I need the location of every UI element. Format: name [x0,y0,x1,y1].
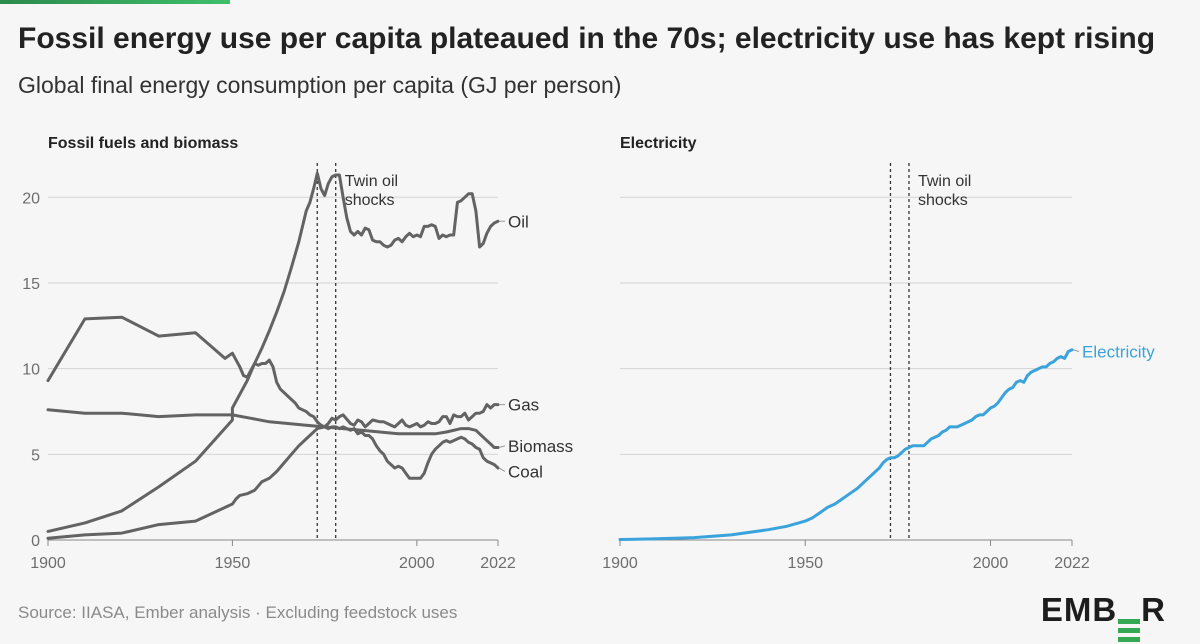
series-line-gas [46,403,500,540]
panel-title: Fossil fuels and biomass [48,135,238,152]
chart-panel-0: Fossil fuels and biomass 0 5 10 15 20 1900 1950… [22,135,573,572]
series-label-gas: Gas [508,396,539,415]
annotation-text: shocks [918,192,968,209]
series-line-biomass [46,408,500,449]
series-line-coal [46,315,500,480]
page-title: Fossil energy use per capita plateaued i… [18,22,1156,55]
y-tick-label: 5 [31,447,40,464]
source-note: Source: IIASA, Ember analysis · Excludin… [18,603,458,622]
x-tick-label: 2022 [480,555,516,572]
series-label-biomass: Biomass [508,437,573,456]
chart-panel-1: Electricity 1900 1950 2000 2022 Twin oil shock… [602,135,1155,572]
label-connector [1072,349,1080,352]
annotation-text: Twin oil [918,173,971,190]
series-label-oil: Oil [508,212,529,231]
label-connector [498,467,506,472]
annotation-text: Twin oil [345,173,398,190]
y-tick-label: 0 [31,533,40,550]
panel-title: Electricity [620,135,697,152]
series-label-coal: Coal [508,462,543,481]
logo-text-left: EMB [1040,591,1118,628]
x-tick-label: 2022 [1054,555,1090,572]
logo-e-mark [1118,617,1141,644]
y-tick-label: 15 [22,276,40,293]
logo-bar [1118,637,1141,642]
x-tick-label: 1950 [215,555,251,572]
label-connector [498,445,506,448]
logo-bar [1118,619,1141,624]
x-tick-label: 2000 [399,555,435,572]
x-tick-label: 1900 [30,555,66,572]
logo-bar [1118,628,1141,633]
logo-text-right: R [1141,591,1166,628]
series-line-oil [46,171,500,533]
ember-logo: EMB R [1041,591,1166,644]
series-line-electricity [618,348,1074,541]
x-tick-label: 1900 [602,555,638,572]
x-tick-label: 2000 [973,555,1009,572]
series-label-electricity: Electricity [1082,343,1155,362]
y-tick-label: 10 [22,362,40,379]
y-tick-label: 20 [22,190,40,207]
x-tick-label: 1950 [787,555,823,572]
page-subtitle: Global final energy consumption per capi… [18,72,622,98]
annotation-text: shocks [345,192,395,209]
brand-accent-bar [0,0,230,4]
